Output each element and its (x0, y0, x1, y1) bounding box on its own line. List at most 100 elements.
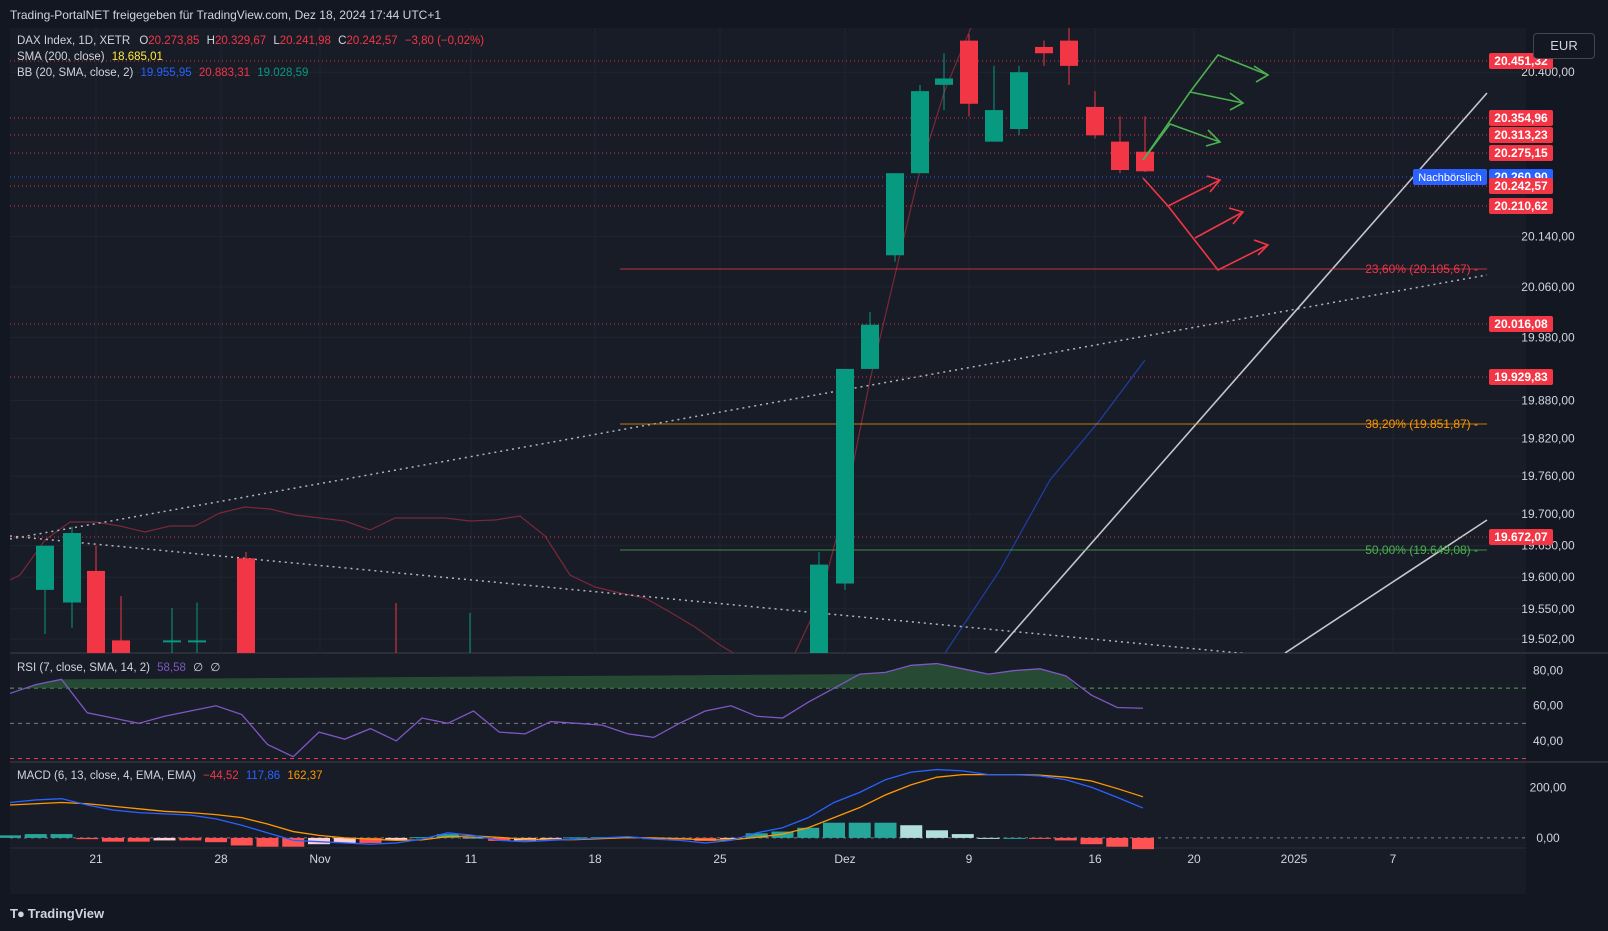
price-level-value: 19.929,83 (1494, 370, 1548, 384)
after-hours-label: Nachbörslich (1418, 172, 1482, 184)
macd-hist-bar (230, 837, 253, 846)
price-level-tag (1489, 145, 1553, 161)
legend-bb-row: BB (20, SMA, close, 2) 19.955,95 20.883,… (17, 65, 484, 81)
legend-symbol[interactable]: DAX Index, 1D, XETR (17, 35, 131, 47)
main-plot: 23,60% (20.105,67) - 38,20% (19.851,87) -… (10, 28, 1526, 653)
macd-pane (0, 768, 1526, 850)
candle (87, 545, 105, 653)
time-tick-label: 16 (1088, 852, 1102, 866)
time-tick-label: 9 (966, 852, 973, 866)
candle (1060, 28, 1078, 85)
price-tick-label: 19.600,00 (1521, 570, 1575, 584)
projection-arrow-green (1189, 91, 1244, 104)
price-level-value: 20.210,62 (1494, 199, 1548, 213)
chart-area[interactable] (10, 28, 1526, 894)
macd-hist-bar (153, 837, 176, 841)
arrow-head-green (1229, 92, 1245, 111)
legend-high: 20.329,67 (214, 35, 267, 47)
macd-hist-bar (0, 835, 21, 838)
legend-close: 20.242,57 (346, 35, 398, 47)
macd-hist-bar (1029, 837, 1051, 839)
macd-hist-bar (848, 822, 871, 838)
price-tick-label: 19.700,00 (1521, 507, 1575, 521)
price-level-tag (1489, 110, 1553, 126)
price-tick-label: 19.502,00 (1521, 632, 1575, 646)
legend-sma-label[interactable]: SMA (200, close) (17, 51, 105, 63)
price-tick-label: 20.140,00 (1521, 229, 1575, 243)
macd-hist-bar (1080, 837, 1103, 845)
macd-hist-bar (488, 837, 511, 841)
legend-rsi-label[interactable]: RSI (7, close, SMA, 14, 2) (17, 662, 150, 674)
candle-body (63, 533, 81, 603)
rsi-tick-label: 80,00 (1533, 664, 1563, 678)
price-level-tag (1489, 127, 1553, 143)
legend-rsi-value: 58,58 (157, 662, 186, 674)
candle (861, 312, 879, 369)
candle (1035, 40, 1053, 66)
trendline-channel-upper (994, 92, 1488, 653)
candle (1010, 65, 1028, 136)
brand-label: TradingView (27, 906, 105, 921)
price-tick-label: 19.820,00 (1521, 431, 1575, 445)
after-hours-tag (1413, 169, 1487, 185)
macd-tick-label: 0,00 (1536, 831, 1560, 845)
candle-body (1111, 141, 1129, 171)
time-tick-label: Dez (834, 852, 855, 866)
time-tick-label: 18 (588, 852, 602, 866)
macd-hist-bar (76, 837, 99, 840)
macd-hist-bar (1003, 837, 1026, 839)
candle (36, 545, 54, 635)
price-level-tag (1489, 369, 1553, 385)
price-level-tag (1489, 529, 1553, 545)
tradingview-logo[interactable]: T● TradingView (10, 906, 104, 921)
candle (985, 65, 1003, 142)
macd-hist-bar (539, 837, 562, 839)
candle-body (810, 564, 828, 653)
legend-change: −3,80 (−0,02%) (404, 35, 485, 47)
legend-bb-label[interactable]: BB (20, SMA, close, 2) (17, 67, 134, 79)
price-tick-label: 19.760,00 (1521, 469, 1575, 483)
candle-body (1010, 72, 1028, 130)
candle-body (861, 324, 879, 369)
price-tick-label: 19.980,00 (1521, 330, 1575, 344)
candle (63, 526, 81, 628)
candle-body (1035, 46, 1053, 54)
candle (836, 368, 854, 590)
rsi-overbought-fill (23, 663, 1078, 689)
legend-bb-upper: 20.883,31 (198, 67, 251, 79)
candle-body (188, 640, 206, 643)
rsi-legend: RSI (7, close, SMA, 14, 2) 58,58 ∅ ∅ (17, 660, 220, 676)
price-level-tag (1489, 178, 1553, 194)
macd-hist-bar (127, 837, 150, 842)
time-tick-label: 21 (89, 852, 103, 866)
legend-macd-label[interactable]: MACD (6, 13, close, 4, EMA, EMA) (17, 770, 196, 782)
candle-body (112, 640, 130, 653)
macd-line (9, 768, 1144, 845)
macd-hist-bar (745, 833, 768, 838)
rsi-tick-label: 40,00 (1533, 734, 1563, 748)
time-tick-label: Nov (309, 852, 330, 866)
fib-label: 50,00% (19.649,08) - (1365, 543, 1478, 557)
candle-body (1086, 106, 1104, 136)
macd-hist-bar (720, 837, 742, 839)
legend-rsi-extra1: ∅ (193, 662, 204, 674)
time-tick-label: 28 (214, 852, 228, 866)
candle (810, 551, 828, 653)
currency-button[interactable]: EUR (1533, 33, 1595, 59)
price-level-value: 20.242,57 (1494, 179, 1548, 193)
arrow-head-red (1228, 207, 1245, 225)
macd-hist-bar (385, 837, 408, 841)
bottom-bar (0, 894, 1608, 931)
main-legend: DAX Index, 1D, XETR O20.273,85 H20.329,6… (17, 33, 484, 81)
macd-hist-bar (823, 822, 845, 838)
macd-hist-bar (1106, 837, 1129, 847)
macd-hist-bar (977, 837, 1000, 839)
projection-arrow-green (1142, 123, 1221, 161)
macd-hist-bar (333, 837, 356, 843)
legend-macd-hist: −44,52 (203, 770, 239, 782)
main-chart-pane: 23,60% (20.105,67) - 38,20% (19.851,87) -… (10, 28, 1526, 653)
bb-upper-line (10, 506, 735, 653)
macd-hist-bar (900, 825, 923, 838)
candle-body (960, 40, 978, 104)
